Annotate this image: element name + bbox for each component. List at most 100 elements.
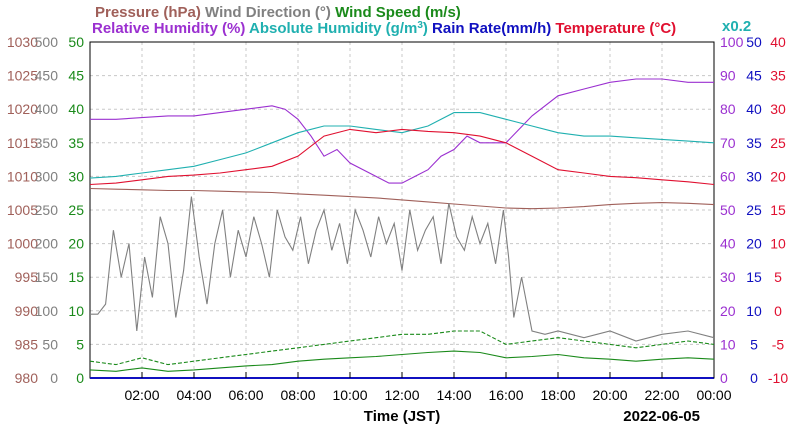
- x-tick-label: 18:00: [540, 387, 575, 403]
- y-tick-pressure: 995: [15, 269, 39, 285]
- y-tick-wind-speed: 45: [68, 68, 84, 84]
- y-tick-wind-direction: 300: [35, 168, 59, 184]
- series-line-relative-humidity: [90, 78, 714, 184]
- y-tick-rain: 45: [746, 68, 762, 84]
- y-tick-rain: 50: [746, 34, 762, 50]
- y-tick-temperature: 10: [770, 236, 786, 252]
- y-tick-temperature: -10: [768, 370, 788, 386]
- axes-layer: 9809859909951000100510101015102010251030…: [7, 34, 788, 403]
- y-tick-wind-direction: 350: [35, 135, 59, 151]
- legend-text-row-1: Pressure (hPa) Wind Direction (°) Wind S…: [95, 4, 461, 21]
- y-tick-temperature: -5: [772, 336, 785, 352]
- y-tick-humidity: 40: [720, 236, 736, 252]
- y-tick-wind-direction: 100: [35, 303, 59, 319]
- y-tick-rain: 15: [746, 269, 762, 285]
- series-line-wind-direction: [90, 196, 715, 342]
- y-tick-temperature: 25: [770, 135, 786, 151]
- x-tick-label: 04:00: [176, 387, 211, 403]
- y-tick-pressure: 1030: [7, 34, 38, 50]
- y-tick-humidity: 30: [720, 269, 736, 285]
- y-tick-humidity: 50: [720, 202, 736, 218]
- y-tick-pressure: 1015: [7, 135, 38, 151]
- y-tick-rain: 35: [746, 135, 762, 151]
- y-tick-wind-speed: 20: [68, 236, 84, 252]
- y-tick-temperature: 15: [770, 202, 786, 218]
- x-tick-label: 00:00: [696, 387, 731, 403]
- x-axis-label: Time (JST): [364, 408, 440, 425]
- y-tick-humidity: 0: [720, 370, 728, 386]
- y-tick-wind-speed: 35: [68, 135, 84, 151]
- y-tick-pressure: 990: [15, 303, 39, 319]
- y-tick-rain: 5: [750, 336, 758, 352]
- legend-row-1: Pressure (hPa) Wind Direction (°) Wind S…: [95, 4, 461, 21]
- legend-item: Temperature (°C): [551, 20, 676, 37]
- x-tick-label: 14:00: [436, 387, 471, 403]
- y-tick-humidity: 90: [720, 68, 736, 84]
- series-line-pressure-hpa: [89, 187, 715, 210]
- y-tick-temperature: 35: [770, 68, 786, 84]
- y-tick-temperature: 20: [770, 168, 786, 184]
- y-tick-temperature: 30: [770, 101, 786, 117]
- y-tick-wind-direction: 50: [42, 336, 58, 352]
- legend-row-2: Relative Humidity (%) Absolute Humidity …: [92, 20, 676, 38]
- y-tick-wind-direction: 150: [35, 269, 59, 285]
- y-tick-humidity: 60: [720, 168, 736, 184]
- y-tick-wind-speed: 30: [68, 168, 84, 184]
- y-tick-pressure: 980: [15, 370, 39, 386]
- y-tick-wind-speed: 0: [76, 370, 84, 386]
- legend-item: Wind Direction (°): [201, 4, 331, 21]
- y-tick-humidity: 10: [720, 336, 736, 352]
- scale-note: x0.2: [722, 18, 751, 35]
- y-tick-wind-direction: 200: [35, 236, 59, 252]
- y-tick-wind-speed: 40: [68, 101, 84, 117]
- x-tick-label: 20:00: [592, 387, 627, 403]
- series-line-wind-speed-m-s: [89, 350, 715, 372]
- y-tick-humidity: 20: [720, 303, 736, 319]
- legend-item: Pressure (hPa): [95, 4, 201, 21]
- y-tick-wind-direction: 0: [50, 370, 58, 386]
- legend-item: Wind Speed (m/s): [331, 4, 461, 21]
- y-tick-pressure: 1025: [7, 68, 38, 84]
- x-tick-label: 06:00: [228, 387, 263, 403]
- series-line-absolute-humidity-g-m3: [89, 112, 715, 179]
- x-tick-label: 02:00: [124, 387, 159, 403]
- legend-item: Rain Rate(mm/h): [428, 20, 551, 37]
- y-tick-humidity: 80: [720, 101, 736, 117]
- series-line-wind-speed-gust-m-s: [89, 330, 715, 366]
- y-tick-wind-direction: 250: [35, 202, 59, 218]
- y-tick-wind-direction: 450: [35, 68, 59, 84]
- x-tick-label: 16:00: [488, 387, 523, 403]
- x-tick-label: 10:00: [332, 387, 367, 403]
- series-line-temperature-c: [89, 128, 715, 186]
- legend-item: ): [423, 20, 428, 37]
- y-tick-rain: 20: [746, 236, 762, 252]
- legend-item: Absolute Humidity (g/m: [245, 20, 417, 37]
- y-tick-wind-speed: 5: [76, 336, 84, 352]
- y-tick-rain: 40: [746, 101, 762, 117]
- date-label: 2022-06-05: [623, 408, 700, 425]
- x-tick-label: 08:00: [280, 387, 315, 403]
- y-tick-wind-direction: 400: [35, 101, 59, 117]
- legend-item: Relative Humidity (%): [92, 20, 245, 37]
- grid-lines: [90, 42, 714, 378]
- y-tick-wind-direction: 500: [35, 34, 59, 50]
- y-tick-rain: 10: [746, 303, 762, 319]
- legend-superscript: 3: [417, 20, 423, 31]
- y-tick-wind-speed: 15: [68, 269, 84, 285]
- y-tick-rain: 0: [750, 370, 758, 386]
- y-tick-rain: 30: [746, 168, 762, 184]
- legend-text-row-2: Relative Humidity (%) Absolute Humidity …: [92, 20, 676, 38]
- y-tick-temperature: 40: [770, 34, 786, 50]
- y-tick-pressure: 985: [15, 336, 39, 352]
- y-tick-pressure: 1010: [7, 168, 38, 184]
- y-tick-humidity: 70: [720, 135, 736, 151]
- y-tick-wind-speed: 50: [68, 34, 84, 50]
- y-tick-pressure: 1005: [7, 202, 38, 218]
- y-tick-humidity: 100: [720, 34, 744, 50]
- y-tick-wind-speed: 10: [68, 303, 84, 319]
- y-tick-temperature: 0: [774, 303, 782, 319]
- x-tick-label: 12:00: [384, 387, 419, 403]
- x-tick-label: 22:00: [644, 387, 679, 403]
- y-tick-rain: 25: [746, 202, 762, 218]
